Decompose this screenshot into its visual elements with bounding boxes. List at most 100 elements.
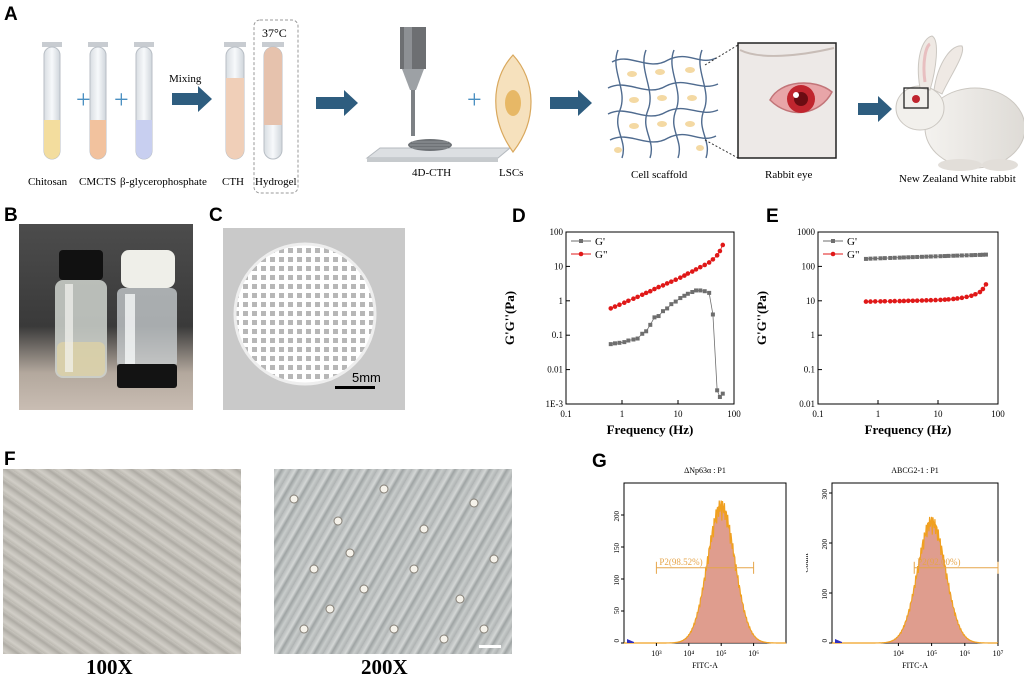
data-point (924, 298, 929, 303)
x-tick-label: 10³ (651, 649, 662, 658)
y-tick-label: 10 (554, 261, 564, 271)
data-point (983, 252, 988, 257)
data-point (928, 254, 933, 259)
data-point (694, 288, 699, 293)
y-tick-label: 200 (613, 511, 621, 522)
gate-label: P2(92.00%) (917, 557, 960, 567)
histogram-fill (832, 516, 998, 643)
arrow-to-scaffold (550, 90, 592, 116)
data-point (622, 340, 627, 345)
arrow-to-rabbit (858, 96, 892, 122)
data-point (910, 298, 916, 304)
data-point (652, 286, 657, 292)
mixing-label: Mixing (169, 73, 202, 85)
data-point (710, 312, 715, 317)
data-point (897, 298, 903, 304)
data-point (964, 294, 969, 300)
y-tick-label: 100 (821, 589, 829, 600)
y-tick-label: 300 (821, 489, 829, 500)
y-tick-label: 1 (559, 296, 564, 306)
magnification-200x: 200X (361, 655, 408, 679)
panel-label-e: E (766, 206, 779, 227)
data-point (669, 279, 674, 284)
data-point (698, 288, 703, 293)
tube-cmcts (88, 42, 108, 160)
chart-g-right: ABCG2-1 : P1 P2(92.00%) 0 100 200 300 10⁴ 10⁵ 10… (806, 467, 1004, 670)
data-point (707, 290, 712, 295)
data-point (673, 299, 678, 304)
x-tick-label: 1 (876, 409, 881, 419)
printer-illustration (365, 27, 512, 162)
data-point (626, 338, 631, 343)
data-point (617, 302, 622, 308)
cth-label: CTH (222, 176, 244, 188)
y-tick-label: 0.01 (547, 365, 563, 375)
cells-illustration (289, 484, 501, 648)
cell-scaffold-label: Cell scaffold (631, 169, 688, 181)
data-point (906, 298, 911, 304)
chitosan-label: Chitosan (28, 176, 68, 188)
hydrogel-label: Hydrogel (255, 176, 297, 188)
data-point (863, 299, 869, 304)
x-axis-label: FITC-A (902, 661, 928, 670)
data-point (983, 282, 989, 287)
data-point (919, 298, 925, 303)
negative-events (835, 639, 842, 643)
data-point (631, 337, 636, 342)
histogram-title: ΔNp63α : P1 (684, 467, 726, 475)
data-point (863, 256, 868, 261)
data-point (868, 299, 873, 304)
data-point (969, 253, 974, 258)
data-point (678, 296, 683, 301)
data-point (973, 253, 978, 258)
scaffold-grid-illustration (233, 242, 377, 389)
data-point (955, 253, 960, 258)
rabbit-illustration (895, 35, 1024, 171)
tube-chitosan (42, 42, 62, 160)
series-g-prime (863, 252, 988, 261)
micrograph-100x (3, 469, 241, 654)
x-tick-label: 10⁶ (748, 649, 759, 658)
data-point (673, 277, 679, 283)
data-point (644, 329, 649, 334)
data-point (892, 298, 898, 304)
data-point (631, 296, 636, 302)
data-point (942, 254, 947, 259)
plot-frame (817, 231, 999, 405)
y-tick-label: 100 (550, 227, 564, 237)
negative-events (627, 639, 634, 643)
svg-text:+: + (467, 85, 482, 114)
data-point (690, 290, 695, 295)
data-point (660, 283, 666, 288)
data-point (897, 255, 902, 260)
data-point (868, 256, 873, 261)
legend-label: G" (595, 249, 607, 261)
data-point (685, 291, 690, 296)
cmcts-label: CMCTS (79, 176, 117, 188)
panel-a-schematic: + + + (42, 19, 1024, 194)
y-tick-label: 200 (821, 539, 829, 550)
data-point (702, 262, 708, 268)
histogram-title: ABCG2-1 : P1 (891, 467, 939, 475)
data-point (872, 299, 878, 304)
scaffold-photo (223, 228, 405, 410)
data-point (608, 342, 613, 347)
y-tick-label: 0 (821, 639, 829, 643)
y-axis-label: Count (600, 552, 602, 572)
data-point (697, 264, 703, 270)
x-tick-label: 10 (674, 409, 684, 419)
data-point (924, 254, 929, 259)
data-point (669, 302, 674, 307)
data-point (959, 253, 964, 258)
y-tick-label: 150 (613, 543, 621, 554)
data-point (693, 267, 699, 272)
scale-bar-label: 5mm (352, 370, 381, 385)
x-tick-label: 10⁵ (716, 649, 727, 658)
data-point (720, 391, 725, 396)
data-point (955, 296, 960, 301)
data-point (664, 281, 670, 286)
data-point (933, 254, 938, 259)
legend-marker (830, 251, 836, 257)
data-point (928, 297, 934, 303)
data-point (613, 341, 618, 346)
